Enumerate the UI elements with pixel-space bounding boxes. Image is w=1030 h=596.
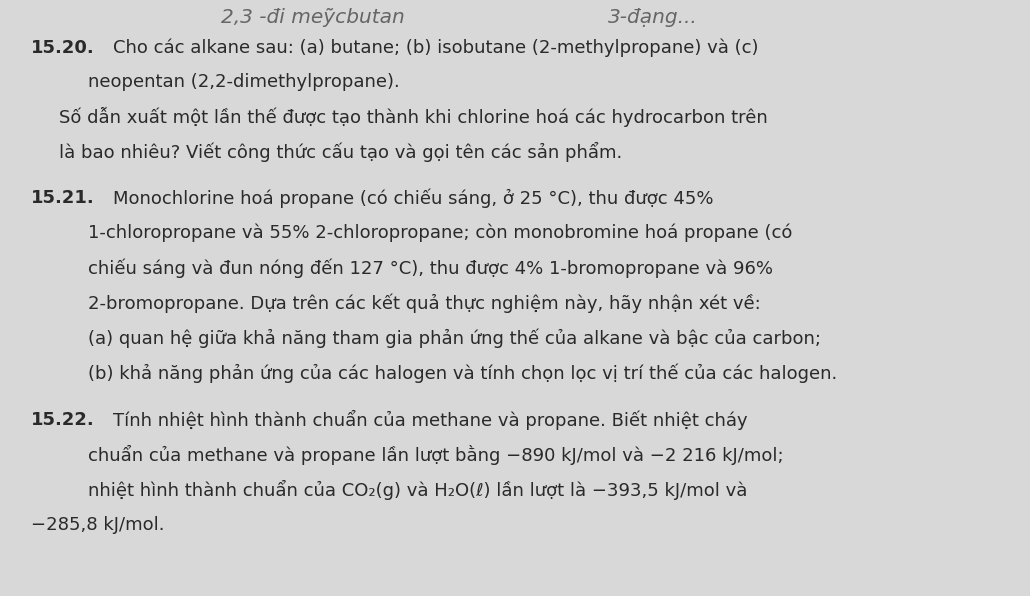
Text: 15.20.: 15.20. xyxy=(31,39,95,57)
Text: (b) khả năng phản ứng của các halogen và tính chọn lọc vị trí thế của các haloge: (b) khả năng phản ứng của các halogen và… xyxy=(88,364,836,383)
Text: Số dẫn xuất một lần thế được tạo thành khi chlorine hoá các hydrocarbon trên: Số dẫn xuất một lần thế được tạo thành k… xyxy=(59,107,767,128)
Text: 2,3 -đi meỹcbutan: 2,3 -đi meỹcbutan xyxy=(221,8,405,27)
Text: 15.22.: 15.22. xyxy=(31,411,95,429)
Text: Tính nhiệt hình thành chuẩn của methane và propane. Biết nhiệt cháy: Tính nhiệt hình thành chuẩn của methane … xyxy=(113,409,748,430)
Text: −285,8 kJ/mol.: −285,8 kJ/mol. xyxy=(31,516,165,534)
Text: 15.21.: 15.21. xyxy=(31,190,95,207)
Text: chiếu sáng và đun nóng đến 127 °C), thu được 4% 1-bromopropane và 96%: chiếu sáng và đun nóng đến 127 °C), thu … xyxy=(88,259,772,278)
Text: (a) quan hệ giữa khả năng tham gia phản ứng thế của alkane và bậc của carbon;: (a) quan hệ giữa khả năng tham gia phản … xyxy=(88,329,821,348)
Text: nhiệt hình thành chuẩn của CO₂(g) và H₂O(ℓ) lần lượt là −393,5 kJ/mol và: nhiệt hình thành chuẩn của CO₂(g) và H₂O… xyxy=(88,480,747,500)
Text: Cho các alkane sau: (a) butane; (b) isobutane (2-methylpropane) và (c): Cho các alkane sau: (a) butane; (b) isob… xyxy=(113,38,759,57)
Text: là bao nhiêu? Viết công thức cấu tạo và gọi tên các sản phẩm.: là bao nhiêu? Viết công thức cấu tạo và … xyxy=(59,142,622,162)
Text: 3-đạng...: 3-đạng... xyxy=(608,8,697,27)
Text: Monochlorine hoá propane (có chiếu sáng, ở 25 °C), thu được 45%: Monochlorine hoá propane (có chiếu sáng,… xyxy=(113,189,714,208)
Text: 1-chloropropane và 55% 2-chloropropane; còn monobromine hoá propane (có: 1-chloropropane và 55% 2-chloropropane; … xyxy=(88,224,792,243)
Text: neopentan (2,2-dimethylpropane).: neopentan (2,2-dimethylpropane). xyxy=(88,73,400,91)
Text: 2-bromopropane. Dựa trên các kết quả thực nghiệm này, hãy nhận xét về:: 2-bromopropane. Dựa trên các kết quả thự… xyxy=(88,294,760,313)
Text: chuẩn của methane và propane lần lượt bằng −890 kJ/mol và −2 216 kJ/mol;: chuẩn của methane và propane lần lượt bằ… xyxy=(88,445,783,465)
